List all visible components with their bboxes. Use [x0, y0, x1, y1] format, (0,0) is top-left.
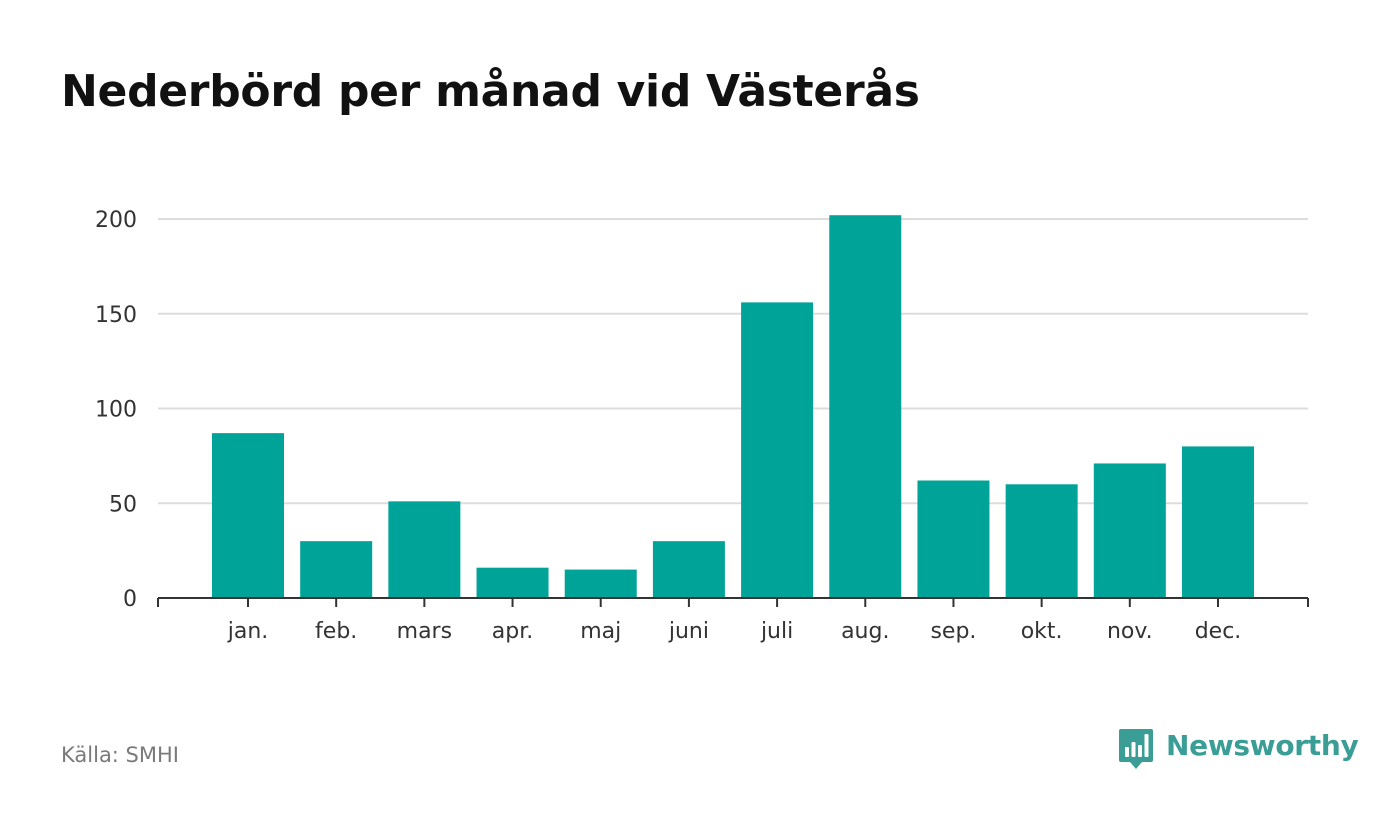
y-tick-label: 200: [95, 208, 137, 233]
y-tick-label: 50: [109, 492, 137, 517]
bar-dec: [1182, 446, 1254, 598]
x-tick-label: juli: [760, 619, 793, 644]
x-tick-label: maj: [580, 619, 621, 644]
y-tick-label: 100: [95, 398, 137, 423]
brand-logo-link[interactable]: Newsworthy: [1118, 728, 1359, 772]
x-axis: [157, 597, 1309, 607]
y-tick-label: 0: [123, 587, 137, 612]
x-tick-label: nov.: [1107, 619, 1153, 644]
x-tick-label: apr.: [492, 619, 533, 644]
x-tick-label: okt.: [1021, 619, 1063, 644]
bar-apr: [476, 567, 549, 598]
bar-juli: [741, 302, 814, 598]
gridlines: [158, 218, 1308, 505]
x-tick-label: sep.: [930, 619, 976, 644]
bars: [212, 215, 1254, 598]
x-tick-label: feb.: [315, 619, 357, 644]
x-tick-label: aug.: [841, 619, 889, 644]
x-tick-label: jan.: [227, 619, 269, 644]
x-axis-tick-labels: jan. feb. mars apr. maj juni juli aug. sep. okt. n…: [227, 619, 1242, 644]
bar-aug: [829, 215, 902, 598]
bar-mars: [388, 501, 461, 598]
x-tick-label: juni: [668, 619, 709, 644]
bar-sep: [917, 480, 990, 598]
x-tick-label: dec.: [1195, 619, 1242, 644]
source-note: Källa: SMHI: [61, 743, 179, 767]
bar-okt: [1005, 484, 1078, 598]
bar-feb: [300, 541, 373, 598]
bar-chart-speech-bubble-icon: [1119, 729, 1153, 769]
brand-name: Newsworthy: [1166, 729, 1359, 762]
chart-title: Nederbörd per månad vid Västerås: [61, 66, 920, 117]
bar-jan: [212, 433, 284, 598]
x-tick-label: mars: [397, 619, 452, 644]
y-axis-tick-labels: 0 50 100 150 200: [95, 208, 137, 612]
bar-maj: [564, 569, 637, 598]
y-tick-label: 150: [95, 303, 137, 328]
bar-nov: [1093, 463, 1166, 598]
bar-juni: [652, 541, 725, 598]
